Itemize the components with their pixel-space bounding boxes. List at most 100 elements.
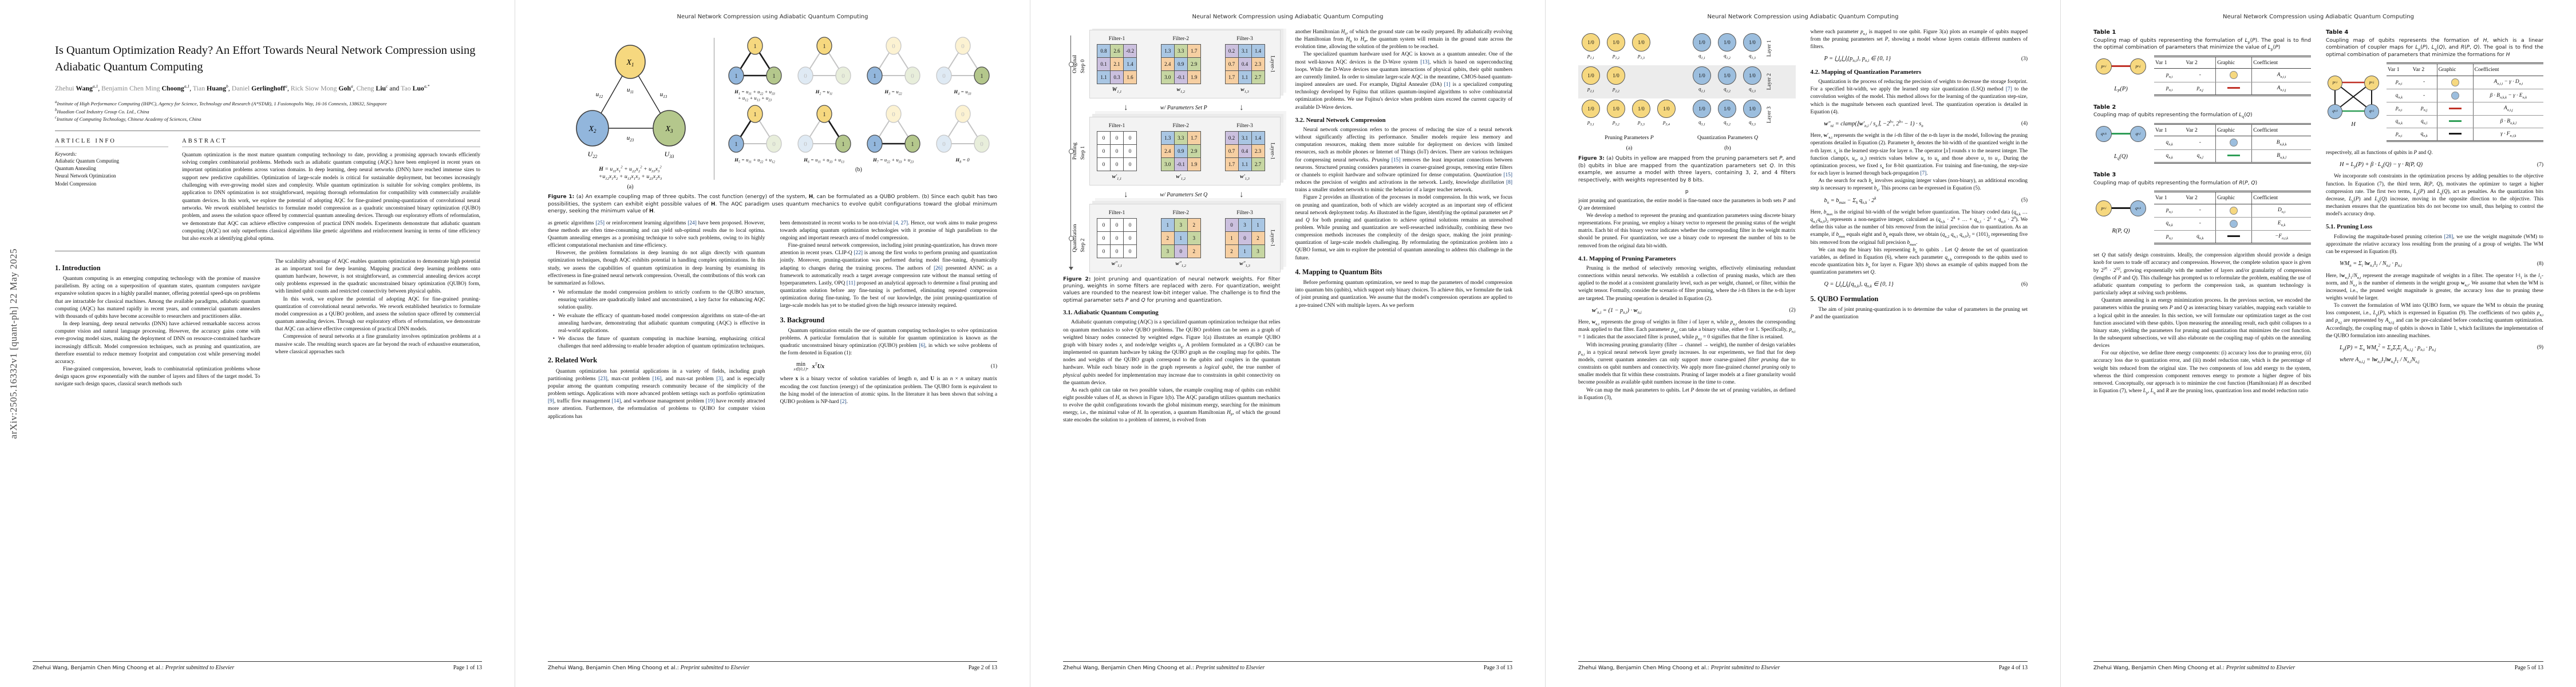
weight-cell: 2 (1187, 218, 1201, 232)
affiliation-mark: c (55, 116, 57, 120)
coupling-table: Var 1 Var 2 Graphic Coefficient pn,i - An,i,i p… (2154, 55, 2311, 96)
coupling-edge (2102, 207, 2140, 209)
affiliation-line: bHuadian Coal Industry Group Co. Ltd., C… (55, 108, 149, 114)
svg-text:u13: u13 (660, 91, 667, 99)
weight-cell: 1.6 (1123, 70, 1137, 85)
figure-3-sublabels: (a) (b) (1578, 144, 1796, 152)
weight-matrix-label: w′1,1 (1112, 173, 1122, 181)
body-paragraph: Quantization is the process of reducing … (1810, 79, 2028, 115)
weight-matrix: 1.3 3.3 1.7 2.4 0.9 2.9 3.0 -0.1 1.9 (1160, 44, 1201, 85)
qubit-row: 1/0 p2,1 1/0 p2,2 1/0 q2,1 1/0 q2,2 1/0 q2,3 Layer… (1578, 65, 1796, 98)
coefficient-cell: γ · Fn,i,k (2473, 128, 2543, 142)
page-3-content: Original Step 0 Filter-1 0.8 2.6 -0.2 0.1 2.1 1.… (1063, 29, 1512, 649)
formula-line: H2 = u11 (815, 89, 833, 96)
qubit-config-graphic: 1 0 1 (797, 105, 851, 153)
stage-name-label: Quantization (1072, 224, 1078, 252)
author-given-name: Tian (192, 84, 207, 93)
weight-matrix: 0.2 3.1 1.4 0.7 0.4 2.3 1.7 1.1 2.7 (1224, 131, 1265, 172)
column-header: Var 2 (2184, 55, 2216, 69)
equation-body: WMn = Σi ‖wn,i‖1 / Nn,i · pn,i (2340, 260, 2402, 269)
weight-cell: 1.3 (1160, 131, 1175, 145)
weight-cell: 3 (1187, 231, 1201, 246)
quantization-qubit: 1/0 q1,2 (1714, 32, 1740, 60)
filter-title: Filter-1 (1108, 209, 1125, 216)
svg-text:1: 1 (841, 141, 845, 148)
weight-cell: 1 (1251, 218, 1265, 232)
weight-cell: 0 (1123, 231, 1137, 246)
var1-cell: pn,i (2387, 128, 2412, 142)
footer-page-number: Page 5 of 13 (2514, 665, 2543, 671)
section-heading: 1. Introduction (55, 263, 101, 272)
table-row: pn,i qn,k −Fn,i,k (2154, 230, 2311, 245)
page-2-columns: as genetic algorithms [25] or reinforcem… (548, 220, 997, 421)
table-row-layout: p n,i q n,k R(P, Q) Var 1 Var 2 Graphic Coeffici… (2093, 191, 2311, 245)
svg-text:0: 0 (961, 111, 965, 118)
page-5[interactable]: Neural Network Compression using Adiabat… (2061, 0, 2576, 687)
body-paragraph: We incorporate soft constraints in the o… (2326, 173, 2543, 218)
graphic-cell (2436, 102, 2474, 116)
page-4[interactable]: Neural Network Compression using Adiabat… (1546, 0, 2061, 687)
column-header: Var 2 (2184, 191, 2216, 204)
weight-matrix-label: w″1,1 (1111, 260, 1123, 269)
qubit-configuration: 0 0 0 H8 = 0 (928, 102, 997, 164)
weight-cell: 2.6 (1110, 44, 1124, 58)
page-2[interactable]: Neural Network Compression using Adiabat… (515, 0, 1030, 687)
qubit-circle: 1/0 (1582, 100, 1600, 118)
body-paragraph: Compression of neural networks at a fine… (275, 334, 481, 355)
page-3[interactable]: Neural Network Compression using Adiabat… (1030, 0, 1546, 687)
var2-cell: - (2411, 76, 2437, 90)
quantization-qubit: 1/0 q2,2 (1714, 65, 1740, 93)
bullet-text: We discuss the future of quantum computi… (558, 336, 765, 350)
layer-label: Layer 2 (1766, 65, 1775, 98)
equation-number: (1) (990, 363, 997, 369)
body-paragraph: where each parameter pn,i is mapped to o… (1810, 29, 2028, 50)
column-header: Coefficient (2251, 55, 2311, 69)
body-paragraph: The scalability advantage of AQC enables… (275, 258, 481, 295)
equation: Lp(P) = Σn WMn2 = ΣnΣiΣj An,i,j · pn,i ·… (2326, 344, 2543, 352)
column-header: Graphic (2215, 123, 2253, 137)
weight-cell: 3 (1251, 244, 1265, 259)
weight-cell: 1 (1224, 231, 1239, 246)
stage-transition: ↓ w/ Parameters Set P ↓ (1089, 100, 1281, 117)
page-1[interactable]: arXiv:2505.16332v1 [quant-ph] 22 May 202… (0, 0, 515, 687)
min-operator: min x∈{0,1}ⁿ (794, 361, 808, 372)
weight-row: 1.7 1.1 2.7 (1224, 70, 1265, 85)
column-header: Var 1 (2154, 55, 2185, 69)
footer-authors: Zhehui Wang, Benjamin Chen Ming Choong e… (33, 665, 235, 671)
coupling-edge (2102, 65, 2140, 67)
footer-page-number: Page 4 of 13 (1998, 665, 2028, 671)
weight-matrix-label: w1,2 (1176, 86, 1186, 94)
weight-cell: 3.3 (1174, 44, 1188, 58)
qubit-configuration: 0 0 1 H4 = u33 (928, 34, 997, 101)
weight-cell: 1.1 (1097, 70, 1111, 85)
body-paragraph: Quantum optimization has potential appli… (548, 368, 765, 420)
table-caption: Coupling map of qubits represents the fo… (2326, 37, 2543, 58)
table-header-row: Var 1 Var 2 Graphic Coefficient (2387, 62, 2543, 76)
section-heading: 3. Background (780, 315, 825, 324)
footer-authors: Zhehui Wang, Benjamin Chen Ming Choong e… (1063, 665, 1265, 671)
coupling-table: Var 1 Var 2 Graphic Coefficient pn,i - Dn,i qn,… (2154, 191, 2311, 245)
filter-title: Filter-2 (1172, 122, 1190, 129)
figure-1-body: X1 X2 X3 u11 u12 u13 u23 U22 U33 H = u11x12 + u22… (548, 34, 997, 190)
bullet-text: We reformulate the model compression pro… (558, 290, 765, 311)
running-header: Neural Network Compression using Adiabat… (677, 14, 868, 20)
qubit-circle: 1/0 (1632, 100, 1650, 118)
author-given-name: Zhehui (55, 84, 76, 93)
body-paragraph: We can map the mask parameters to qubits… (1578, 387, 1796, 401)
section-heading: 5. QUBO Formulation (1810, 294, 1879, 303)
filter-grid: Filter-2 1.3 3.3 1.7 2.4 0.9 2.9 3.0 -0.1 1.9 w′1,… (1160, 122, 1201, 181)
weight-matrix-label: w1,3 (1240, 86, 1249, 94)
pruning-qubit: 1/0 p2,2 (1603, 65, 1629, 93)
table-block: Table 4 Coupling map of qubits represents… (2326, 29, 2543, 142)
diagram-label: H (2351, 121, 2356, 128)
figure-2-caption: Figure 2: Joint pruning and quantization… (1063, 276, 1281, 303)
weight-row: 0.7 0.4 2.3 (1224, 144, 1265, 159)
compression-stage-row: Original Step 0 Filter-1 0.8 2.6 -0.2 0.1 2.1 1.… (1069, 30, 1281, 98)
weight-cell: 0.2 (1224, 44, 1239, 58)
qubit-circle: 1/0 (1693, 100, 1711, 118)
formula-line: +u12x1x2 + u13x1x3 + u23x2x3 (598, 173, 662, 181)
intro-right-column: The scalability advantage of AQC enables… (275, 258, 481, 389)
